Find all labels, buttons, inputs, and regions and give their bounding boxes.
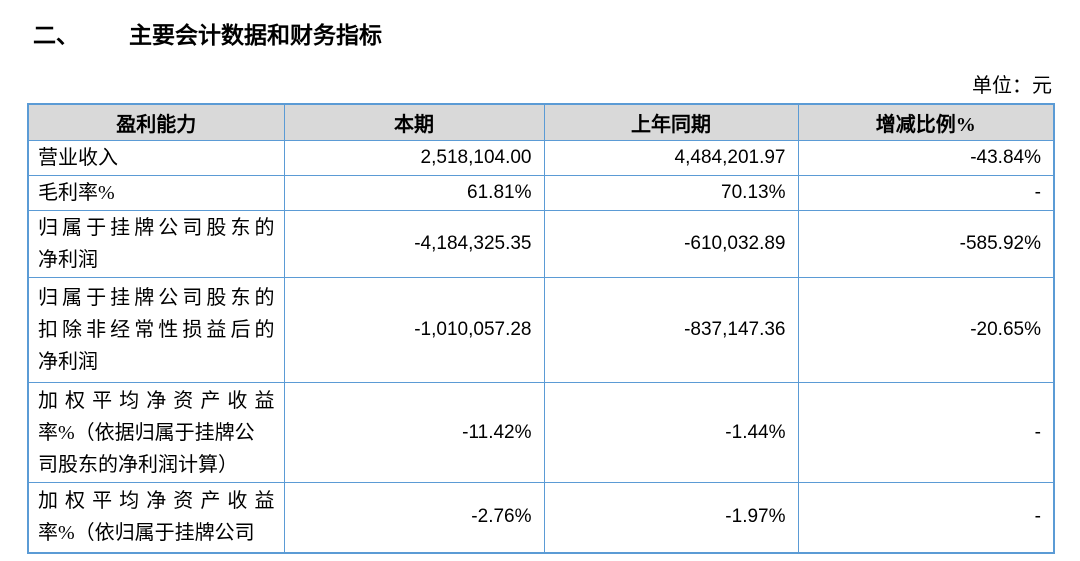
row-label-cell: 营业收入 [27, 140, 285, 176]
row-label-cell: 毛利率% [27, 175, 285, 211]
header-row: 盈利能力 本期 上年同期 增减比例% [27, 103, 1055, 141]
value-cell: -2.76% [283, 482, 545, 553]
row-label-line: 净利润 [38, 351, 98, 373]
value-cell: 61.81% [283, 175, 545, 211]
value-cell: 2,518,104.00 [283, 140, 545, 176]
value-cell: -1,010,057.28 [283, 277, 545, 383]
value-cell: - [797, 382, 1055, 483]
row-label-line: 净利润 [38, 249, 98, 271]
table-row: 归属于挂牌公司股东的 净利润 -4,184,325.35 -610,032.89 -58… [27, 210, 1055, 278]
column-header-prior-period: 上年同期 [543, 103, 799, 141]
row-label-line: 归属于挂牌公司股东的 [38, 287, 275, 309]
table-row: 归属于挂牌公司股东的 扣除非经常性损益后的 净利润 -1,010,057.28 -837… [27, 277, 1055, 383]
column-header-profitability: 盈利能力 [27, 103, 285, 141]
column-header-change-ratio: 增减比例% [797, 103, 1055, 141]
value-cell: -1.97% [543, 482, 799, 553]
value-cell: -20.65% [797, 277, 1055, 383]
table-row: 毛利率% 61.81% 70.13% - [27, 175, 1055, 211]
value-cell: 4,484,201.97 [543, 140, 799, 176]
table-header: 盈利能力 本期 上年同期 增减比例% [27, 103, 1055, 141]
financial-indicators-table: 盈利能力 本期 上年同期 增减比例% 营业收入 2,518,104.00 4,484… [27, 103, 1055, 554]
value-cell: -837,147.36 [543, 277, 799, 383]
value-cell: 70.13% [543, 175, 799, 211]
section-number: 二、 [33, 23, 79, 48]
row-label-cell: 加权平均净资产收益 率%（依据归属于挂牌公 司股东的净利润计算） [27, 382, 285, 483]
value-cell: - [797, 175, 1055, 211]
row-label-line: 营业收入 [38, 147, 118, 169]
value-cell: -11.42% [283, 382, 545, 483]
row-label-line: 率%（依据归属于挂牌公 [38, 421, 255, 444]
row-label-line: 加权平均净资产收益 [38, 389, 275, 412]
row-label-line: 归属于挂牌公司股东的 [38, 217, 275, 239]
row-label-line: 加权平均净资产收益 [38, 490, 275, 513]
value-cell: -4,184,325.35 [283, 210, 545, 278]
row-label-cell: 归属于挂牌公司股东的 净利润 [27, 210, 285, 278]
table-body: 营业收入 2,518,104.00 4,484,201.97 -43.84% 毛利率% 6… [27, 140, 1055, 553]
section-title-text: 主要会计数据和财务指标 [129, 23, 382, 48]
unit-label: 单位：元 [972, 75, 1052, 97]
row-label-cell: 归属于挂牌公司股东的 扣除非经常性损益后的 净利润 [27, 277, 285, 383]
table-row: 营业收入 2,518,104.00 4,484,201.97 -43.84% [27, 140, 1055, 176]
row-label-line: 扣除非经常性损益后的 [38, 319, 275, 341]
row-label-line: 司股东的净利润计算） [38, 453, 238, 476]
value-cell: -610,032.89 [543, 210, 799, 278]
column-header-current-period: 本期 [283, 103, 545, 141]
row-label-line: 率%（依归属于挂牌公司 [38, 522, 255, 545]
row-label-cell: 加权平均净资产收益 率%（依归属于挂牌公司 [27, 482, 285, 553]
row-label-line: 毛利率% [38, 182, 115, 204]
page-title: 二、 主要会计数据和财务指标 [33, 16, 382, 50]
table-row: 加权平均净资产收益 率%（依归属于挂牌公司 -2.76% -1.97% - [27, 482, 1055, 553]
value-cell: -1.44% [543, 382, 799, 483]
value-cell: - [797, 482, 1055, 553]
value-cell: -43.84% [797, 140, 1055, 176]
table-row: 加权平均净资产收益 率%（依据归属于挂牌公 司股东的净利润计算） -11.42% -1.… [27, 382, 1055, 483]
value-cell: -585.92% [797, 210, 1055, 278]
